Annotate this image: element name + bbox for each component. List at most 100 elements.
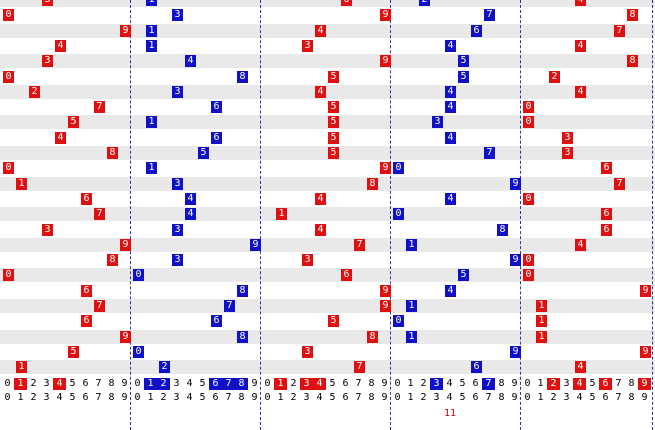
axis-digit: 8	[238, 392, 245, 403]
axis-digit: 4	[446, 378, 453, 389]
draw-digit-cell: 7	[354, 361, 365, 374]
axis-digit: 2	[420, 392, 427, 403]
draw-digit-cell: 9	[120, 238, 131, 251]
draw-digit-cell: 1	[146, 39, 157, 52]
draw-digit-cell: 0	[523, 116, 534, 129]
axis-digit: 2	[550, 392, 557, 403]
draw-digit-cell: 1	[16, 177, 27, 190]
draw-digit-cell: 4	[445, 131, 456, 144]
draw-digit-cell: 1	[406, 330, 417, 343]
axis-digit: 5	[329, 378, 336, 389]
axis-digit: 6	[472, 378, 479, 389]
row-stripe	[0, 299, 655, 313]
axis-digit: 2	[420, 378, 427, 389]
axis-digit: 3	[43, 392, 50, 403]
axis-digit: 7	[95, 392, 102, 403]
axis-digit: 1	[144, 378, 157, 390]
draw-digit-cell: 0	[3, 269, 14, 282]
row-stripe	[0, 360, 655, 375]
draw-digit-cell: 5	[328, 147, 339, 159]
axis-digit: 7	[615, 378, 622, 389]
draw-digit-cell: 3	[42, 0, 53, 6]
draw-digit-cell: 0	[523, 269, 534, 282]
axis-digit: 1	[407, 378, 414, 389]
draw-digit-cell: 3	[302, 39, 313, 52]
axis-digit: 5	[69, 378, 76, 389]
axis-digit: 5	[199, 392, 206, 403]
draw-digit-cell: 9	[250, 238, 261, 251]
axis-digit: 0	[394, 392, 401, 403]
axis-digit: 3	[303, 392, 310, 403]
axis-digit: 9	[251, 392, 258, 403]
row-stripe	[0, 176, 655, 191]
draw-digit-cell: 5	[328, 315, 339, 328]
draw-digit-cell: 0	[523, 101, 534, 114]
draw-digit-cell: 6	[81, 284, 92, 297]
axis-digit: 4	[313, 378, 326, 390]
draw-digit-cell: 3	[172, 85, 183, 98]
zone-divider	[260, 0, 261, 430]
axis-digit: 2	[290, 378, 297, 389]
draw-digit-cell: 7	[614, 177, 625, 190]
draw-digit-cell: 6	[81, 315, 92, 328]
draw-digit-cell: 5	[458, 269, 469, 282]
draw-digit-cell: 7	[354, 238, 365, 251]
draw-digit-cell: 1	[406, 238, 417, 251]
draw-digit-cell: 9	[380, 300, 391, 312]
axis-digit: 2	[547, 378, 560, 390]
draw-digit-cell: 9	[120, 330, 131, 343]
axis-digit: 6	[82, 378, 89, 389]
axis-digit: 2	[290, 392, 297, 403]
axis-digit: 2	[30, 378, 37, 389]
draw-digit-cell: 7	[94, 208, 105, 221]
draw-digit-cell: 3	[172, 254, 183, 267]
axis-digit: 3	[563, 378, 570, 389]
draw-digit-cell: 4	[185, 192, 196, 205]
draw-digit-cell: 8	[107, 254, 118, 267]
row-stripe	[0, 207, 655, 222]
axis-digit: 1	[17, 392, 24, 403]
draw-digit-cell: 3	[432, 116, 443, 129]
axis-digit: 0	[524, 392, 531, 403]
zone-divider	[652, 0, 653, 430]
draw-digit-cell: 6	[601, 223, 612, 236]
draw-digit-cell: 1	[536, 300, 547, 312]
draw-digit-cell: 1	[536, 330, 547, 343]
draw-digit-cell: 5	[68, 116, 79, 129]
draw-digit-cell: 6	[341, 0, 352, 6]
draw-digit-cell: 3	[172, 177, 183, 190]
row-stripe	[0, 54, 655, 69]
draw-digit-cell: 1	[536, 315, 547, 328]
draw-digit-cell: 6	[601, 162, 612, 175]
axis-digit: 1	[537, 378, 544, 389]
axis-digit: 7	[95, 378, 102, 389]
draw-digit-cell: 8	[367, 330, 378, 343]
row-stripe	[0, 115, 655, 130]
axis-digit: 9	[251, 378, 258, 389]
draw-digit-cell: 4	[445, 39, 456, 52]
draw-digit-cell: 5	[198, 147, 209, 159]
draw-digit-cell: 5	[328, 116, 339, 129]
draw-digit-cell: 2	[159, 361, 170, 374]
draw-digit-cell: 8	[627, 9, 638, 22]
draw-digit-cell: 3	[172, 9, 183, 22]
draw-digit-cell: 7	[94, 300, 105, 312]
axis-digit: 8	[498, 378, 505, 389]
axis-digit: 7	[222, 378, 235, 390]
draw-digit-cell: 5	[458, 55, 469, 68]
axis-digit: 3	[433, 392, 440, 403]
draw-digit-cell: 8	[627, 55, 638, 68]
draw-digit-cell: 3	[42, 55, 53, 68]
draw-digit-cell: 4	[315, 24, 326, 37]
axis-digit: 3	[300, 378, 313, 390]
draw-digit-cell: 8	[237, 70, 248, 83]
zone-divider	[390, 0, 391, 430]
draw-digit-cell: 1	[276, 208, 287, 221]
axis-digit: 5	[589, 378, 596, 389]
draw-digit-cell: 5	[328, 70, 339, 83]
axis-digit: 8	[498, 392, 505, 403]
draw-digit-cell: 1	[146, 162, 157, 175]
axis-digit: 6	[602, 392, 609, 403]
draw-digit-cell: 2	[549, 70, 560, 83]
draw-digit-cell: 4	[55, 39, 66, 52]
